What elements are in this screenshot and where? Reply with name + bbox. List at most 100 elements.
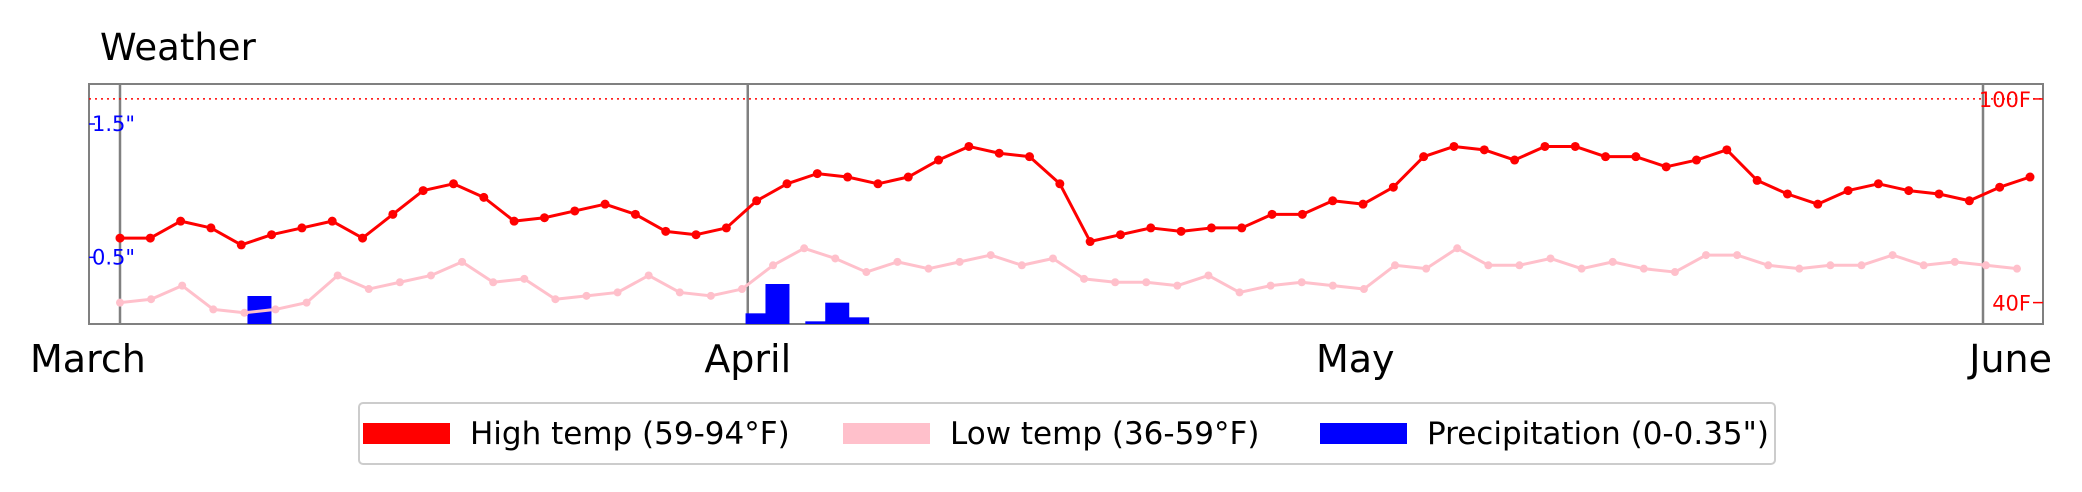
temp-tick-label-0: 100F bbox=[1979, 88, 2031, 112]
temp-tick-label-1: 40F bbox=[1992, 292, 2031, 316]
low-temp-point-55 bbox=[1826, 261, 1835, 270]
low-temp-point-50 bbox=[1670, 268, 1679, 277]
high-temp-point-0 bbox=[115, 233, 125, 243]
precip-tick-label-1: 0.5" bbox=[92, 245, 135, 269]
precip-bar-35 bbox=[805, 321, 830, 324]
low-temp-point-17 bbox=[644, 271, 653, 280]
low-temp-point-51 bbox=[1702, 251, 1711, 260]
high-temp-point-59 bbox=[1904, 186, 1914, 196]
low-temp-point-47 bbox=[1577, 264, 1586, 273]
high-temp-point-12 bbox=[479, 192, 489, 202]
low-temp-point-41 bbox=[1391, 261, 1400, 270]
high-temp-point-62 bbox=[1995, 182, 2005, 192]
low-temp-point-39 bbox=[1328, 281, 1337, 290]
high-temp-point-4 bbox=[236, 240, 246, 250]
high-temp-point-27 bbox=[934, 155, 944, 165]
high-temp-point-57 bbox=[1843, 186, 1853, 196]
high-temp-point-40 bbox=[1328, 196, 1338, 206]
precip-tick-label-0: 1.5" bbox=[92, 112, 135, 136]
precip-bar-37 bbox=[845, 317, 870, 324]
legend: High temp (59-94°F) Low temp (36-59°F) Pre… bbox=[358, 402, 1776, 465]
high-temp-point-46 bbox=[1510, 155, 1520, 165]
low-temp-point-35 bbox=[1204, 271, 1213, 280]
high-temp-point-39 bbox=[1297, 209, 1307, 219]
low-temp-point-30 bbox=[1048, 254, 1057, 263]
high-temp-point-2 bbox=[176, 216, 186, 226]
low-temp-point-38 bbox=[1297, 278, 1306, 287]
low-temp-point-37 bbox=[1266, 281, 1275, 290]
low-temp-point-34 bbox=[1173, 281, 1182, 290]
low-temp-point-21 bbox=[769, 261, 778, 270]
low-temp-point-19 bbox=[706, 291, 715, 300]
high-temp-point-31 bbox=[1055, 179, 1065, 189]
high-temp-point-38 bbox=[1267, 209, 1277, 219]
low-temp-point-28 bbox=[986, 251, 995, 260]
high-temp-point-60 bbox=[1934, 189, 1944, 199]
low-temp-point-4 bbox=[240, 308, 249, 317]
low-temp-point-40 bbox=[1359, 285, 1368, 294]
high-temp-point-47 bbox=[1540, 141, 1550, 151]
low-temp-point-58 bbox=[1919, 261, 1928, 270]
low-temp-point-45 bbox=[1515, 261, 1524, 270]
low-temp-point-0 bbox=[116, 298, 124, 307]
precip-bar-36 bbox=[825, 302, 850, 324]
low-temp-point-20 bbox=[737, 285, 746, 294]
low-temp-point-32 bbox=[1111, 278, 1120, 287]
low-temp-point-25 bbox=[893, 257, 902, 266]
low-temp-point-59 bbox=[1950, 257, 1959, 266]
high-temp-point-20 bbox=[721, 223, 731, 233]
low-temp-point-11 bbox=[458, 257, 467, 266]
low-temp-point-8 bbox=[364, 285, 373, 294]
high-temp-point-6 bbox=[297, 223, 307, 233]
high-temp-point-26 bbox=[903, 172, 913, 182]
high-temp-point-23 bbox=[812, 169, 822, 179]
low-temp-point-10 bbox=[426, 271, 435, 280]
low-temp-point-54 bbox=[1795, 264, 1804, 273]
legend-label-2: Precipitation (0-0.35") bbox=[1427, 416, 1769, 452]
precipitation-bars bbox=[247, 284, 870, 324]
high-temp-point-34 bbox=[1146, 223, 1156, 233]
low-temp-point-16 bbox=[613, 288, 622, 297]
high-temp-point-15 bbox=[570, 206, 580, 216]
legend-swatch-1 bbox=[843, 423, 930, 444]
low-temp-point-9 bbox=[395, 278, 404, 287]
low-temp-line bbox=[119, 246, 2018, 315]
low-temp-point-49 bbox=[1639, 264, 1648, 273]
low-temp-point-18 bbox=[675, 288, 684, 297]
low-temp-point-36 bbox=[1235, 288, 1244, 297]
high-temp-point-22 bbox=[782, 179, 792, 189]
high-temp-point-19 bbox=[691, 230, 701, 240]
axis-tick-labels: 100F 40F 1.5" 0.5" bbox=[89, 88, 2043, 316]
low-temp-point-56 bbox=[1857, 261, 1866, 270]
high-temp-point-37 bbox=[1237, 223, 1247, 233]
high-temp-point-61 bbox=[1964, 196, 1974, 206]
high-temp-point-49 bbox=[1601, 152, 1611, 162]
low-temp-point-26 bbox=[924, 264, 933, 273]
temperature-lines bbox=[115, 141, 2035, 317]
high-temp-point-35 bbox=[1176, 226, 1186, 236]
low-temp-point-31 bbox=[1080, 274, 1089, 283]
precip-bar-32 bbox=[745, 313, 770, 324]
plot-frame bbox=[88, 83, 2044, 325]
high-temp-line bbox=[120, 144, 2031, 247]
month-label-june: June bbox=[1967, 337, 2052, 381]
high-temp-point-43 bbox=[1419, 152, 1429, 162]
low-temp-point-42 bbox=[1422, 264, 1431, 273]
high-temp-point-54 bbox=[1752, 175, 1762, 185]
low-temp-point-60 bbox=[1981, 261, 1990, 270]
high-temp-point-42 bbox=[1388, 182, 1398, 192]
high-temp-point-30 bbox=[1025, 152, 1035, 162]
high-temp-point-28 bbox=[964, 141, 974, 151]
low-temp-point-29 bbox=[1017, 261, 1026, 270]
legend-label-1: Low temp (36-59°F) bbox=[950, 416, 1259, 452]
high-temp-point-55 bbox=[1782, 189, 1792, 199]
low-temp-point-15 bbox=[582, 291, 591, 300]
chart-title: Weather bbox=[100, 26, 257, 69]
high-temp-point-3 bbox=[206, 223, 216, 233]
high-temp-point-13 bbox=[509, 216, 519, 226]
high-temp-point-58 bbox=[1873, 179, 1883, 189]
legend-box bbox=[358, 402, 1776, 465]
legend-swatch-0 bbox=[363, 423, 450, 444]
high-temp-point-45 bbox=[1479, 145, 1489, 155]
